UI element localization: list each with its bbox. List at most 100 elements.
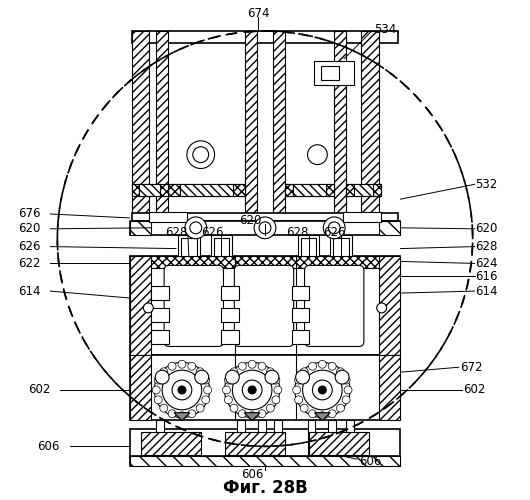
Text: 614: 614 — [475, 284, 498, 298]
Text: 616: 616 — [475, 270, 498, 283]
Circle shape — [168, 362, 176, 370]
Bar — [346, 184, 354, 196]
Bar — [334, 31, 346, 214]
Circle shape — [178, 386, 186, 394]
Bar — [129, 221, 151, 234]
Circle shape — [230, 368, 238, 376]
Text: 532: 532 — [475, 178, 498, 191]
Text: 628: 628 — [286, 226, 309, 239]
Bar — [129, 256, 151, 356]
Circle shape — [224, 396, 232, 404]
Bar — [379, 356, 401, 420]
Circle shape — [202, 376, 210, 384]
Circle shape — [328, 222, 340, 234]
Circle shape — [377, 303, 386, 313]
Circle shape — [328, 410, 336, 418]
Bar — [292, 330, 310, 344]
Bar — [343, 212, 381, 222]
FancyBboxPatch shape — [164, 266, 224, 346]
Bar — [310, 432, 369, 455]
Circle shape — [195, 370, 209, 384]
Bar — [131, 184, 139, 196]
Bar — [131, 31, 149, 214]
Bar — [354, 184, 373, 196]
Circle shape — [248, 412, 256, 420]
Circle shape — [319, 360, 326, 368]
Text: 606: 606 — [38, 440, 60, 453]
Bar — [292, 308, 310, 322]
Circle shape — [187, 141, 215, 169]
Circle shape — [204, 386, 211, 394]
Circle shape — [193, 146, 209, 162]
Bar — [129, 428, 401, 458]
Circle shape — [344, 386, 352, 394]
Text: 620: 620 — [18, 222, 40, 235]
Circle shape — [323, 217, 345, 238]
Bar — [321, 66, 339, 80]
Polygon shape — [174, 412, 190, 420]
Circle shape — [296, 370, 310, 384]
Circle shape — [342, 396, 350, 404]
Circle shape — [272, 396, 280, 404]
Bar — [151, 308, 169, 322]
Text: 614: 614 — [18, 284, 40, 298]
Circle shape — [335, 370, 349, 384]
Circle shape — [337, 368, 344, 376]
Polygon shape — [314, 412, 330, 420]
Bar — [131, 213, 399, 221]
Bar — [129, 256, 401, 356]
Circle shape — [295, 362, 350, 418]
Circle shape — [308, 410, 316, 418]
Bar — [160, 184, 168, 196]
Circle shape — [178, 360, 186, 368]
Bar — [346, 184, 381, 196]
Bar — [292, 286, 310, 300]
Bar — [328, 420, 336, 454]
Circle shape — [248, 360, 256, 368]
Circle shape — [178, 412, 186, 420]
Circle shape — [337, 404, 344, 412]
Circle shape — [319, 412, 326, 420]
Circle shape — [258, 410, 266, 418]
Circle shape — [185, 217, 207, 238]
Bar — [129, 221, 401, 234]
Text: 628: 628 — [165, 226, 187, 239]
Bar — [180, 184, 233, 196]
Circle shape — [154, 396, 162, 404]
Bar — [274, 420, 282, 454]
Circle shape — [238, 410, 246, 418]
Circle shape — [259, 222, 271, 234]
Text: 626: 626 — [201, 226, 224, 239]
Bar — [326, 184, 334, 196]
Bar — [222, 286, 239, 300]
Circle shape — [168, 410, 176, 418]
Circle shape — [224, 376, 232, 384]
Bar — [285, 184, 293, 196]
Circle shape — [238, 362, 246, 370]
Circle shape — [300, 404, 308, 412]
Circle shape — [308, 362, 316, 370]
Circle shape — [57, 31, 473, 446]
Circle shape — [232, 370, 272, 410]
Bar — [129, 456, 401, 466]
Bar — [237, 420, 245, 454]
Circle shape — [300, 368, 308, 376]
Circle shape — [265, 370, 279, 384]
Bar — [149, 212, 187, 222]
Circle shape — [154, 376, 162, 384]
Polygon shape — [244, 412, 260, 420]
Bar — [151, 286, 169, 300]
Circle shape — [295, 396, 303, 404]
Bar — [156, 420, 164, 454]
Bar — [233, 184, 245, 196]
Bar — [129, 356, 401, 420]
Text: 534: 534 — [374, 22, 396, 36]
Circle shape — [307, 145, 328, 165]
Bar — [285, 184, 334, 196]
Bar — [330, 234, 352, 264]
Circle shape — [267, 368, 275, 376]
Circle shape — [230, 404, 238, 412]
Circle shape — [188, 362, 196, 370]
Circle shape — [274, 386, 282, 394]
FancyBboxPatch shape — [305, 266, 364, 346]
